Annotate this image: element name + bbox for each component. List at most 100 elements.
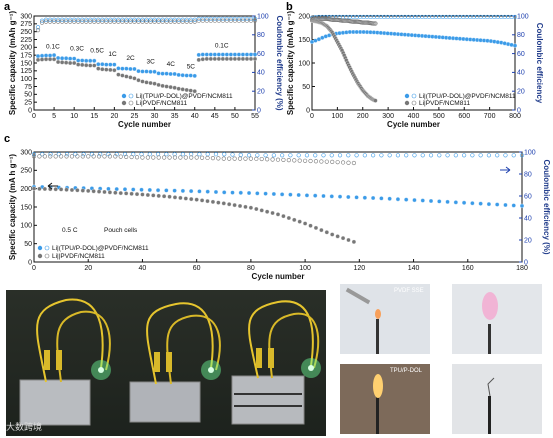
capacity-point [188,88,193,93]
capacity-point [168,84,173,90]
capacity-point [200,52,205,57]
y-tick-label: 300 [20,149,32,156]
y-tick-label: 150 [20,204,32,211]
ce-point [346,160,351,165]
capacity-point [55,55,61,61]
legend-marker [121,93,127,99]
capacity-point [116,72,121,77]
ce-point [238,152,243,157]
capacity-point [252,52,258,57]
ce-point [176,17,181,22]
capacity-point [335,234,340,239]
capacity-point [136,78,141,83]
capacity-point [39,53,45,58]
ce-point [227,156,232,161]
capacity-point [160,83,165,89]
ce-point [420,153,425,158]
ce-point [145,155,150,160]
capacity-point [140,79,145,84]
x-tick-label: 55 [251,113,259,120]
capacity-point [113,190,118,195]
ce-point [412,153,417,158]
y-tick-label: 0 [28,259,32,266]
ce-point [120,17,125,22]
capacity-point [43,53,49,58]
ce-point [212,16,217,21]
capacity-point [495,202,500,207]
y2-tick-label: 20 [517,89,525,96]
capacity-point [511,203,516,208]
pouch-cell-3 [231,375,305,425]
rate-label: 0.1C [215,42,229,49]
legend-marker [404,100,410,106]
capacity-point [156,82,161,88]
series-0 [35,16,258,78]
capacity-point [91,189,96,194]
capacity-point [404,197,409,202]
capacity-point [216,200,221,205]
capacity-point [114,186,119,192]
ce-point [222,152,227,157]
ce-point [96,19,101,24]
ce-point [76,17,81,22]
capacity-point [227,202,232,207]
ce-point [221,156,226,161]
capacity-point [288,192,293,197]
y-tick-label: 200 [20,186,32,193]
ce-point [39,20,45,25]
ce-point [180,152,185,157]
legend-marker [404,93,410,99]
ce-point [232,18,238,23]
ce-point [53,154,58,159]
ce-point [216,156,221,161]
ce-point [335,160,340,165]
capacity-point [76,58,81,63]
ce-point [178,155,183,160]
capacity-point [519,203,525,209]
capacity-point [104,62,109,67]
capacity-point [204,52,209,57]
capacity-point [69,187,75,193]
capacity-point [184,73,189,78]
y2-tick-label: 100 [524,149,536,156]
ce-point [136,19,141,24]
capacity-point [188,73,193,78]
ce-point [113,154,118,159]
capacity-point [144,80,149,85]
capacity-point [412,197,417,203]
ce-point [152,19,157,24]
ce-point [395,153,401,158]
ce-point [124,154,129,159]
ce-point [453,153,458,158]
capacity-point [354,195,359,200]
capacity-point [373,98,378,103]
capacity-point [362,195,367,200]
ce-point [255,153,260,158]
series-0 [309,14,518,48]
capacity-point [92,58,97,63]
ce-point [73,152,78,157]
capacity-point [240,56,246,62]
ce-point [51,17,57,22]
ce-point [156,155,161,160]
ce-point [72,17,77,22]
ce-point [288,153,293,158]
ce-point [42,154,47,159]
label-tpu-pdol: TPU/P-DOL [390,368,423,374]
capacity-point [58,187,64,192]
capacity-point [72,56,77,61]
capacity-point [172,195,178,200]
x-tick-label: 40 [139,265,147,272]
y2-tick-label: 40 [257,70,265,77]
capacity-point [180,87,185,92]
ce-point [445,153,450,158]
capacity-point [43,57,49,62]
ce-point [495,153,500,158]
capacity-point [232,202,237,208]
capacity-point [248,205,254,210]
ce-point [156,19,161,24]
capacity-point [196,57,201,63]
ce-point [224,16,229,21]
rate-label: 0.3C [70,45,84,52]
ce-point [232,156,237,161]
